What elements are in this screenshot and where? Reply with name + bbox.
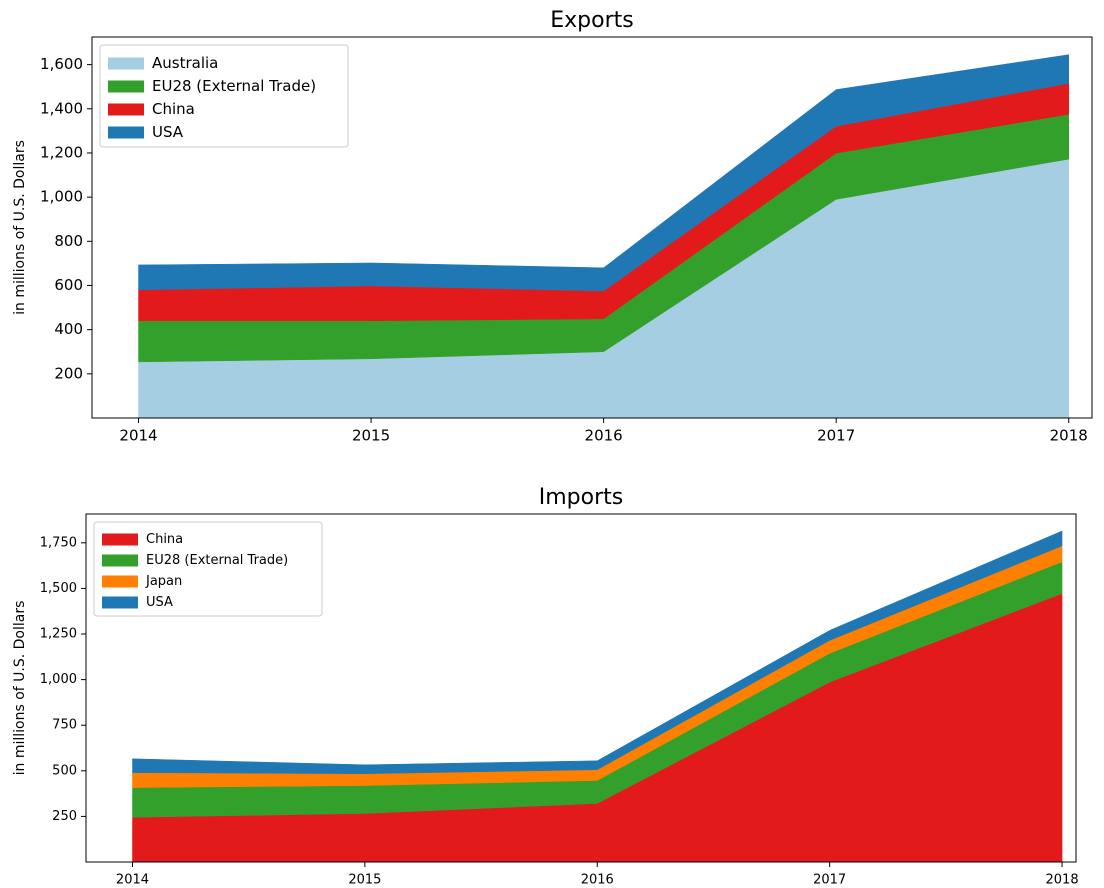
legend-label: China (146, 532, 183, 547)
legend-label: EU28 (External Trade) (152, 77, 316, 95)
y-tick-label: 1,500 (40, 581, 77, 596)
x-tick-label: 2015 (352, 427, 390, 445)
y-tick-label: 600 (54, 276, 83, 294)
legend-frame (93, 521, 323, 617)
y-tick-label: 400 (54, 320, 83, 338)
x-tick-label: 2015 (348, 873, 381, 888)
legend-swatch (108, 103, 144, 116)
legend-frame (99, 44, 349, 148)
y-tick-label: 1,000 (40, 672, 77, 687)
legend-label: USA (146, 595, 173, 610)
x-tick-label: 2016 (585, 427, 623, 445)
area (138, 54, 1069, 292)
legend-swatch (108, 80, 144, 93)
chart-title: Exports (550, 8, 633, 33)
legend-swatch (108, 57, 144, 70)
y-tick-label: 1,400 (40, 99, 83, 117)
y-tick-label: 800 (54, 232, 83, 250)
plot-frame (91, 36, 1093, 419)
y-tick-label: 250 (52, 809, 77, 824)
y-tick-label: 200 (54, 364, 83, 382)
legend-swatch (108, 126, 144, 139)
y-tick-label: 1,750 (40, 535, 77, 550)
legend-swatch (102, 575, 138, 588)
y-tick-label: 1,000 (40, 188, 83, 206)
legend-label: EU28 (External Trade) (146, 553, 288, 568)
legend-swatch (102, 533, 138, 546)
y-axis-label: in millions of U.S. Dollars (12, 140, 28, 315)
chart-title: Imports (539, 485, 623, 510)
x-tick-label: 2018 (1046, 873, 1079, 888)
x-tick-label: 2018 (1050, 427, 1088, 445)
legend-swatch (102, 554, 138, 567)
plot-frame (85, 513, 1077, 863)
y-tick-label: 1,200 (40, 143, 83, 161)
legend-label: Japan (145, 574, 182, 589)
x-tick-label: 2017 (813, 873, 846, 888)
area (132, 530, 1063, 774)
y-tick-label: 500 (52, 763, 77, 778)
x-tick-label: 2014 (116, 873, 149, 888)
x-tick-label: 2017 (817, 427, 855, 445)
x-tick-label: 2016 (581, 873, 614, 888)
y-tick-label: 1,600 (40, 55, 83, 73)
legend-label: USA (152, 123, 184, 141)
x-tick-label: 2014 (119, 427, 157, 445)
legend-label: Australia (152, 54, 218, 72)
y-tick-label: 1,250 (40, 627, 77, 642)
y-tick-label: 750 (52, 718, 77, 733)
legend-swatch (102, 596, 138, 609)
y-axis-label: in millions of U.S. Dollars (12, 601, 28, 776)
legend-label: China (152, 100, 195, 118)
